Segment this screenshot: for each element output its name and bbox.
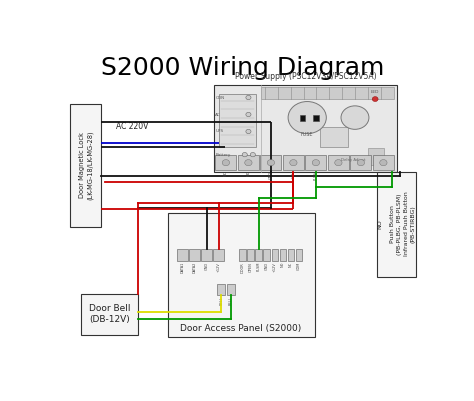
Text: PLSM: PLSM [257,262,261,271]
Circle shape [250,152,255,157]
Text: GND: GND [265,262,269,270]
Bar [213,249,224,261]
Circle shape [245,160,252,166]
Bar [280,249,286,261]
Bar [368,148,384,166]
Bar [238,155,259,170]
Text: DATA1: DATA1 [180,262,184,273]
Bar [272,249,278,261]
Bar [213,85,397,172]
Text: GND: GND [205,262,209,270]
Bar [377,172,416,277]
Bar [201,249,212,261]
Bar [296,249,302,261]
Circle shape [246,95,251,100]
Text: UPS: UPS [215,130,224,134]
Text: CON: CON [215,95,225,99]
Circle shape [288,101,326,134]
Bar [320,127,347,147]
Text: Delay Adjust: Delay Adjust [341,158,365,162]
Bar [328,155,349,170]
Text: Door Bell
(DB-12V): Door Bell (DB-12V) [89,304,130,324]
Bar [283,155,304,170]
Text: DOOR: DOOR [241,262,245,273]
Text: NO: NO [246,171,250,176]
Text: COM: COM [297,262,301,270]
Circle shape [312,160,319,166]
Text: NC: NC [289,262,293,267]
Text: NO

Push Button
(PB-PLBG, PB-PLSM)
Infrared Push Button
(PB-STIRBG): NO Push Button (PB-PLBG, PB-PLSM) Infrar… [377,192,415,257]
Text: +12V: +12V [273,262,277,272]
Circle shape [335,160,342,166]
Text: LED: LED [371,90,379,94]
Text: OPEN: OPEN [249,262,253,272]
Text: +12V: +12V [292,171,295,180]
Bar [255,249,262,261]
Text: GND: GND [269,171,273,179]
Bar [82,294,138,335]
Circle shape [246,130,251,134]
Bar [288,249,294,261]
Bar [70,104,101,227]
Text: FUSE: FUSE [301,132,313,136]
Bar [264,249,270,261]
Bar [227,284,235,295]
Bar [247,249,254,261]
Text: +12V: +12V [217,262,221,272]
Text: Door Access Panel (S2000): Door Access Panel (S2000) [181,324,302,333]
Bar [168,213,315,337]
Text: NO: NO [281,262,285,267]
Bar [261,87,393,99]
Bar [313,115,319,121]
Circle shape [372,97,378,101]
Circle shape [341,106,369,130]
Text: AC 220V: AC 220V [116,122,148,132]
Text: BELL: BELL [229,296,233,305]
Bar [350,155,372,170]
Bar [300,115,305,121]
Bar [189,249,200,261]
Circle shape [246,112,251,117]
Circle shape [380,160,387,166]
Circle shape [222,160,229,166]
Bar [239,249,246,261]
Text: AC: AC [215,113,221,117]
Text: DATA2: DATA2 [192,262,196,273]
Bar [373,155,394,170]
Circle shape [357,160,365,166]
Circle shape [242,152,247,157]
Text: S2000 Wiring Diagram: S2000 Wiring Diagram [101,56,384,80]
Bar [305,155,327,170]
Text: NC: NC [224,171,228,176]
Bar [217,284,225,295]
Bar [260,155,282,170]
Text: Power Supply (PSC12V3A/PSC12V5A): Power Supply (PSC12V3A/PSC12V5A) [235,71,376,81]
Text: Door Magnetic Lock
(LK-MG-18/LK-MG-28): Door Magnetic Lock (LK-MG-18/LK-MG-28) [79,131,93,200]
Text: Battery: Battery [215,153,231,157]
Bar [177,249,188,261]
Text: PUSH: PUSH [314,171,318,180]
Bar [219,95,256,147]
Circle shape [290,160,297,166]
Circle shape [267,160,274,166]
Text: BELL: BELL [219,296,223,305]
Bar [215,155,237,170]
